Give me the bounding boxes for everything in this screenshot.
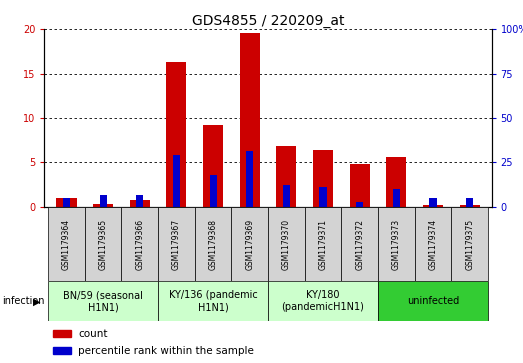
Text: percentile rank within the sample: percentile rank within the sample [78,346,254,356]
Bar [320,187,326,207]
Text: KY/180
(pandemicH1N1): KY/180 (pandemicH1N1) [281,290,365,312]
Bar [166,62,187,207]
Text: count: count [78,329,108,339]
Bar [356,203,363,207]
Text: GSM1179372: GSM1179372 [355,219,364,270]
Bar [85,207,121,281]
Text: GSM1179375: GSM1179375 [465,219,474,270]
Bar [121,207,158,281]
Text: GSM1179366: GSM1179366 [135,219,144,270]
Bar [136,195,143,207]
Text: GSM1179373: GSM1179373 [392,219,401,270]
Bar [349,164,370,207]
Bar [173,155,180,207]
Bar [342,207,378,281]
Text: GSM1179371: GSM1179371 [319,219,327,270]
Bar [378,281,488,321]
Bar [231,207,268,281]
Text: GSM1179367: GSM1179367 [172,219,181,270]
Text: infection: infection [3,296,45,306]
Bar [99,195,107,207]
Bar [415,207,451,281]
Bar [130,200,150,207]
Bar [386,157,406,207]
Bar [63,198,70,207]
Bar [451,207,488,281]
Text: BN/59 (seasonal
H1N1): BN/59 (seasonal H1N1) [63,290,143,312]
Text: GSM1179374: GSM1179374 [428,219,437,270]
Bar [48,281,158,321]
Bar [423,205,443,207]
Bar [158,281,268,321]
Bar [429,198,437,207]
Bar [305,207,342,281]
Bar [460,205,480,207]
Bar [268,207,305,281]
Bar [93,204,113,207]
Bar [210,175,217,207]
Bar [158,207,195,281]
Bar [53,347,71,354]
Bar [53,330,71,337]
Text: uninfected: uninfected [407,296,459,306]
Bar [378,207,415,281]
Bar [246,151,253,207]
Text: GSM1179364: GSM1179364 [62,219,71,270]
Bar [240,33,260,207]
Bar [195,207,231,281]
Bar [276,146,297,207]
Title: GDS4855 / 220209_at: GDS4855 / 220209_at [192,14,344,28]
Bar [203,125,223,207]
Text: GSM1179369: GSM1179369 [245,219,254,270]
Bar [466,198,473,207]
Text: GSM1179368: GSM1179368 [209,219,218,270]
Bar [56,198,76,207]
Bar [313,150,333,207]
Bar [48,207,85,281]
Text: KY/136 (pandemic
H1N1): KY/136 (pandemic H1N1) [169,290,257,312]
Text: GSM1179370: GSM1179370 [282,219,291,270]
Text: GSM1179365: GSM1179365 [99,219,108,270]
Bar [268,281,378,321]
Bar [393,189,400,207]
Text: ▶: ▶ [33,296,40,306]
Bar [283,185,290,207]
